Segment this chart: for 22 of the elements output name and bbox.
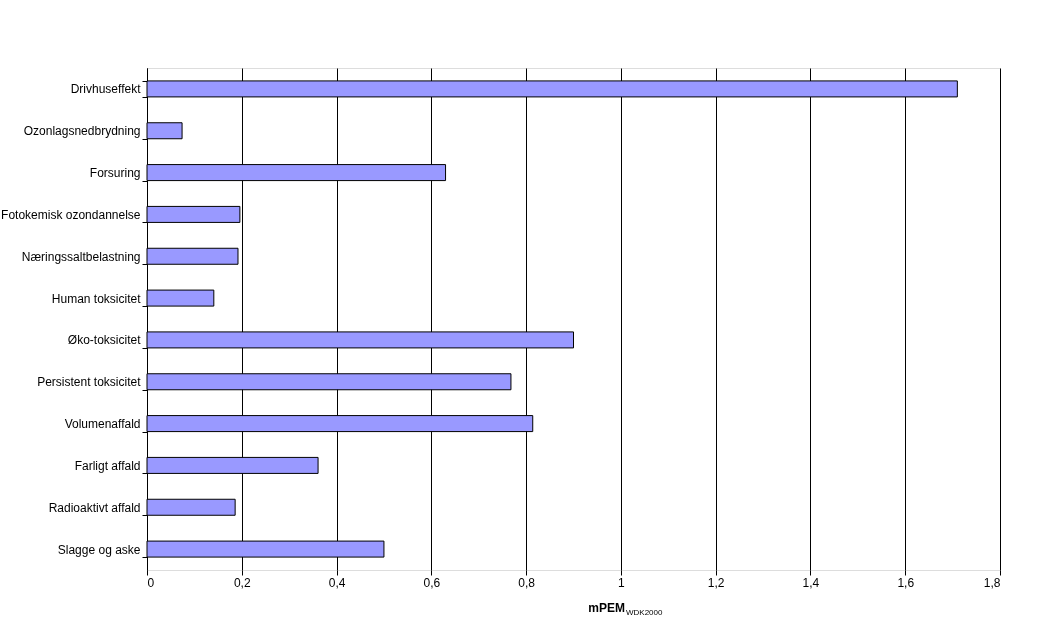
x-tick-label: 1 bbox=[618, 575, 626, 590]
y-tick-label: Farligt affald bbox=[74, 458, 141, 473]
x-tick-label: 0,4 bbox=[328, 575, 346, 590]
x-tick-label: 0,2 bbox=[233, 575, 251, 590]
x-tick-label: 1,4 bbox=[802, 575, 820, 590]
y-tick-label: Forsuring bbox=[89, 166, 141, 181]
y-tick-label: Næringssaltbelastning bbox=[21, 249, 141, 264]
y-tick-label: Slagge og aske bbox=[57, 542, 141, 557]
y-tick-label: Human toksicitet bbox=[51, 291, 142, 306]
x-tick-label: 1,6 bbox=[897, 575, 915, 590]
x-tick-label: 1,2 bbox=[707, 575, 725, 590]
y-tick-label: Ozonlagsnedbrydning bbox=[23, 124, 141, 139]
y-tick-label: Radioaktivt affald bbox=[48, 500, 141, 515]
x-tick-label: 0,6 bbox=[423, 575, 441, 590]
y-tick-label: Persistent toksicitet bbox=[37, 375, 142, 390]
x-tick-label: 0,8 bbox=[518, 575, 536, 590]
y-tick-label: Øko-toksicitet bbox=[67, 333, 142, 348]
y-tick-label: Fotokemisk ozondannelse bbox=[1, 207, 141, 222]
y-tick-label: Drivhuseffekt bbox=[70, 82, 142, 97]
x-tick-label: 1,8 bbox=[983, 575, 1001, 590]
y-tick-label: Volumenaffald bbox=[64, 417, 141, 432]
x-tick-label: 0 bbox=[147, 575, 155, 590]
